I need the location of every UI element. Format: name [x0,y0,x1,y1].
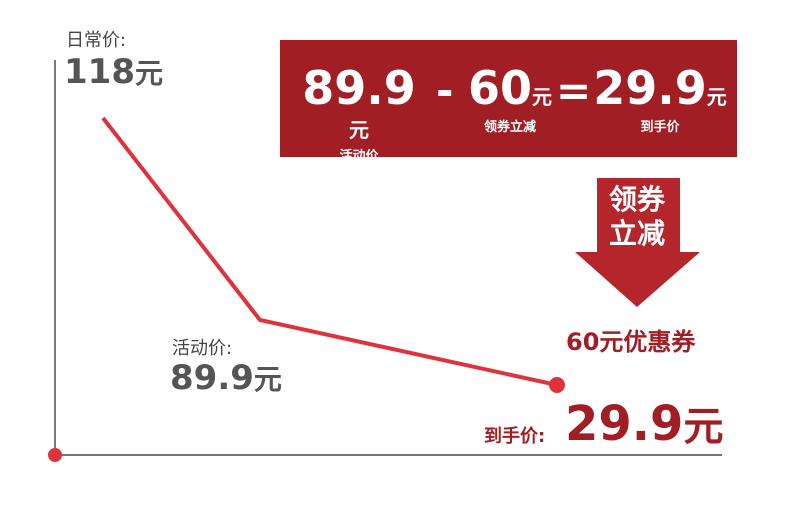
term-label: 活动价 [339,149,379,164]
arrow-text: 领券 立减 [597,183,677,251]
unit: 元 [706,85,727,109]
unit: 元 [253,363,282,396]
term-label: 到手价 [640,120,680,135]
arrow-line: 立减 [608,217,665,250]
term: 29.9元到手价 [590,62,730,135]
unit: 元 [683,404,724,450]
operator: = [556,66,592,115]
operator: - [436,66,454,115]
formula-box: 89.9元 活动价 - 60元 领券立减 = 29.9元 到手价 [280,40,737,164]
price: 89.9 [170,358,254,398]
unit: 元 [532,85,552,109]
final-price: 29.9元 [565,394,723,452]
unit: 元 [134,57,163,90]
regular-price: 118元 [64,52,163,92]
price-line [101,116,558,387]
term: 89.9 元活动价 [294,62,424,164]
coupon: 60元优惠券 [566,328,696,356]
price: 29.9 [565,396,684,452]
origin-dot [48,448,62,462]
term-label: 领券立减 [483,120,536,135]
activity-price: 89.9元 [170,358,282,398]
value: 60 [467,61,532,115]
term: 60元领券立减 [460,62,560,135]
price: 118 [64,52,135,92]
value: 29.9 [593,61,707,115]
down-arrow [575,178,700,307]
end-dot [549,377,565,393]
arrow-line: 领券 [608,183,665,216]
regular-label: 日常价: [66,30,127,51]
final-label: 到手价: [484,426,546,447]
activity-label: 活动价: [172,338,233,359]
unit: 元 [349,118,369,142]
value: 89.9 [302,61,416,115]
